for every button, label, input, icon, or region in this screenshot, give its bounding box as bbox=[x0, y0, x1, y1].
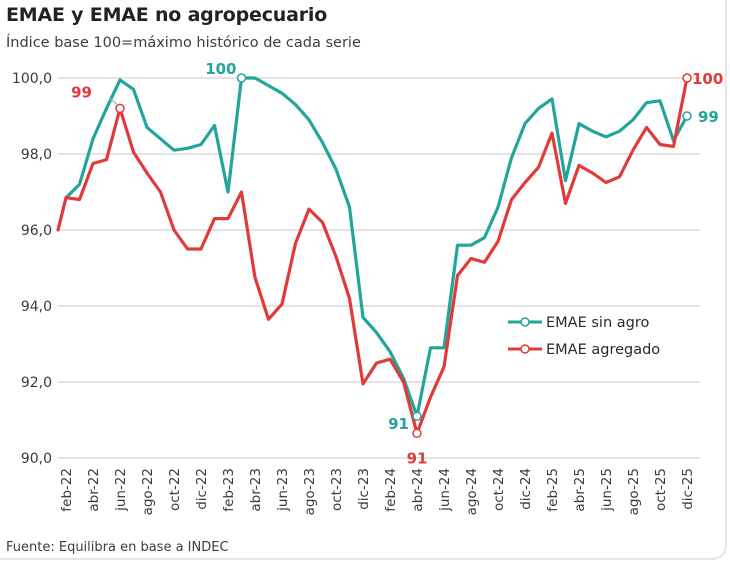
x-tick-label: jun-22 bbox=[113, 468, 129, 512]
annotation-marker bbox=[682, 111, 692, 121]
x-tick-label: ago-22 bbox=[140, 468, 156, 515]
annotation-marker bbox=[412, 428, 422, 439]
data-label: 99 bbox=[71, 83, 92, 101]
series-line-emae-sin-agro bbox=[64, 76, 689, 418]
y-tick-label: 90,0 bbox=[21, 451, 52, 467]
chart-subtitle: Índice base 100=máximo histórico de cada… bbox=[6, 35, 361, 51]
x-tick-label: dic-25 bbox=[680, 468, 696, 510]
x-tick-label: oct-23 bbox=[329, 468, 345, 511]
x-tick-label: oct-25 bbox=[653, 468, 669, 511]
x-tick-label: ago-24 bbox=[464, 468, 480, 515]
x-axis-ticks: feb-22 abr-22 jun-22 ago-22 oct-22 dic-22 feb-… bbox=[59, 468, 696, 515]
series-line-emae-agregado bbox=[56, 76, 689, 435]
y-tick-label: 94,0 bbox=[21, 299, 52, 315]
data-label: 91 bbox=[407, 449, 428, 467]
source-note: Fuente: Equilibra en base a INDEC bbox=[6, 540, 229, 555]
y-tick-label: 92,0 bbox=[21, 375, 52, 391]
series-lines bbox=[56, 76, 689, 435]
x-tick-label: oct-24 bbox=[491, 468, 507, 511]
gridlines bbox=[58, 77, 700, 459]
x-tick-label: jun-23 bbox=[275, 468, 291, 512]
x-tick-label: oct-22 bbox=[167, 468, 183, 511]
annotation-marker bbox=[236, 73, 247, 83]
x-tick-label: ago-23 bbox=[302, 468, 318, 515]
x-tick-label: dic-24 bbox=[518, 468, 534, 510]
legend-label: EMAE agregado bbox=[546, 342, 660, 358]
x-tick-label: dic-22 bbox=[194, 468, 210, 510]
x-tick-label: feb-24 bbox=[383, 468, 399, 512]
data-label: 100 bbox=[692, 70, 723, 88]
x-tick-label: abr-25 bbox=[572, 468, 588, 512]
data-label: 91 bbox=[388, 415, 409, 433]
legend-label: EMAE sin agro bbox=[546, 315, 649, 331]
x-tick-label: feb-22 bbox=[59, 468, 75, 512]
legend-swatch-marker bbox=[520, 344, 530, 354]
x-tick-label: dic-23 bbox=[356, 468, 372, 510]
x-tick-label: jun-25 bbox=[599, 468, 615, 512]
data-label: 99 bbox=[698, 108, 719, 126]
annotation-leader bbox=[109, 98, 118, 105]
y-tick-label: 98,0 bbox=[21, 147, 52, 163]
y-tick-label: 96,0 bbox=[21, 223, 52, 239]
annotation-marker bbox=[115, 103, 125, 114]
legend-swatch-marker bbox=[520, 317, 530, 327]
x-tick-label: abr-24 bbox=[410, 468, 426, 512]
x-tick-label: abr-22 bbox=[86, 468, 102, 512]
y-tick-label: 100,0 bbox=[12, 71, 52, 87]
y-axis-ticks: 90,0 92,0 94,0 96,0 98,0 100,0 bbox=[12, 71, 52, 467]
x-tick-label: jun-24 bbox=[437, 468, 453, 512]
x-tick-label: feb-25 bbox=[545, 468, 561, 512]
legend: EMAE sin agro EMAE agregado bbox=[508, 315, 660, 358]
data-label: 100 bbox=[205, 60, 236, 78]
annotation-marker bbox=[682, 73, 692, 83]
x-tick-label: ago-25 bbox=[626, 468, 642, 515]
x-tick-label: feb-23 bbox=[221, 468, 237, 512]
chart-title: EMAE y EMAE no agropecuario bbox=[6, 4, 328, 26]
x-tick-label: abr-23 bbox=[248, 468, 264, 512]
annotation-markers: 99 100 91 91 100 99 bbox=[71, 60, 723, 467]
annotation-marker bbox=[412, 411, 422, 421]
